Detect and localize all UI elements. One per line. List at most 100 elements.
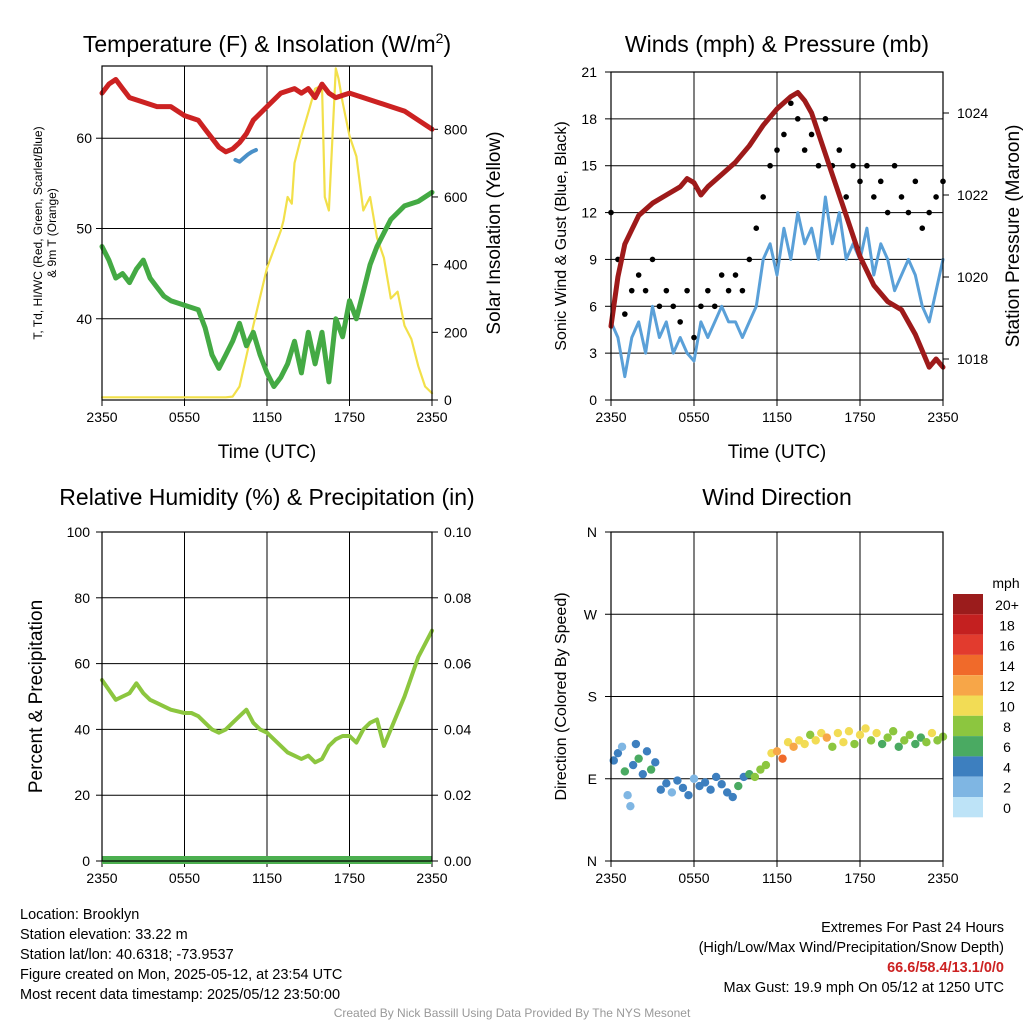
gust-point	[642, 287, 649, 294]
dewpoint-line	[99, 189, 435, 389]
colorbar-swatch	[953, 756, 983, 777]
direction-point	[628, 760, 638, 770]
mesonet-figure: 2350 0550 1150 1750 23504050600200400600800T…	[26, 30, 1024, 886]
y-tick-label: 9	[589, 251, 597, 267]
direction-point	[646, 765, 656, 774]
gust-point	[877, 178, 884, 185]
direction-point	[850, 739, 859, 749]
x-tick-label: 1150	[762, 409, 792, 425]
y2-tick-label: 1018	[957, 351, 988, 367]
direction-point	[700, 778, 710, 787]
gust-point	[649, 256, 656, 263]
gust-point	[912, 178, 919, 185]
gust-point	[801, 147, 808, 153]
direction-point	[689, 774, 699, 783]
extremes-values: 66.6/58.4/13.1/0/0	[887, 960, 1004, 976]
x-tick-label: 2350	[416, 409, 447, 425]
direction-point	[922, 737, 931, 747]
direction-point	[631, 739, 641, 749]
direction-point	[905, 730, 914, 740]
direction-point	[833, 728, 843, 738]
gust-point	[781, 131, 787, 138]
y-tick-label: 18	[581, 111, 597, 127]
y-tick-label: 60	[74, 656, 90, 672]
y-tick-label: 12	[581, 205, 597, 221]
gust-point	[732, 272, 739, 278]
gust-point	[663, 287, 670, 294]
x-tick-label: 0550	[169, 870, 200, 886]
direction-point	[806, 730, 815, 740]
x-tick-label: 2350	[927, 409, 958, 425]
colorbar-unit: mph	[992, 575, 1019, 591]
direction-point	[927, 728, 937, 738]
direction-point	[673, 776, 682, 785]
direction-point	[828, 742, 837, 751]
y2-tick-label: 0.00	[444, 853, 471, 869]
direction-point	[756, 765, 765, 774]
chart-title: Relative Humidity (%) & Precipitation (i…	[59, 484, 474, 510]
direction-point	[678, 783, 688, 793]
gust-point	[725, 287, 732, 294]
direction-point	[667, 788, 677, 797]
direction-point	[723, 788, 732, 797]
colorbar-swatch	[953, 675, 983, 696]
x-tick-label: 0550	[678, 870, 709, 886]
x-tick-label: 1150	[252, 409, 282, 425]
direction-point	[894, 742, 903, 751]
chart-title: Wind Direction	[702, 484, 852, 510]
direction-point	[617, 742, 627, 751]
gust-point	[656, 303, 663, 310]
gust-point	[718, 272, 725, 278]
x-tick-label: 1750	[334, 409, 365, 425]
y2-axis-label: Station Pressure (Maroon)	[1003, 125, 1024, 348]
colorbar-swatch	[953, 634, 983, 655]
wind-line	[609, 195, 945, 379]
direction-point	[728, 792, 737, 802]
y2-tick-label: 1022	[957, 187, 988, 203]
plot-frame	[101, 65, 433, 401]
direction-point	[626, 801, 635, 811]
gust-point	[684, 287, 690, 294]
plot-frame	[610, 531, 944, 862]
extremes-title: Extremes For Past 24 Hours	[821, 920, 1004, 936]
direction-point	[872, 728, 881, 738]
direction-point	[623, 791, 632, 800]
x-tick-label: 1150	[252, 870, 282, 886]
y2-axis-label: Solar Insolation (Yellow)	[484, 131, 505, 334]
y-tick-label: 21	[581, 64, 597, 80]
x-tick-label: 2350	[86, 409, 117, 425]
gust-point	[898, 194, 905, 200]
y2-tick-label: 400	[444, 257, 468, 273]
direction-point	[778, 754, 787, 763]
pressure-line	[608, 90, 946, 370]
y-axis-label: Sonic Wind & Gust (Blue, Black)	[553, 121, 570, 350]
y-axis-label: T, Td, HI/WC (Red, Green, Scarlet/Blue)&…	[31, 126, 59, 339]
direction-point	[684, 791, 693, 800]
colorbar-swatch	[953, 715, 983, 737]
y-tick-label: 60	[76, 130, 92, 146]
y2-tick-label: 0	[444, 392, 452, 408]
created-text: Figure created on Mon, 2025-05-12, at 23…	[20, 967, 343, 983]
y2-tick-label: 600	[444, 189, 468, 205]
insolation-line	[100, 67, 434, 399]
y-axis-label: Direction (Colored By Speed)	[553, 592, 570, 800]
colorbar-label: 16	[999, 638, 1015, 654]
direction-point	[817, 728, 826, 738]
gust-point	[836, 147, 843, 153]
direction-point	[638, 769, 648, 779]
y-tick-label: 50	[76, 220, 92, 236]
gust-point	[864, 162, 870, 169]
colorbar-swatch	[953, 736, 983, 757]
y-tick-label: 80	[74, 590, 90, 606]
gust-point	[843, 194, 849, 200]
max-gust-text: Max Gust: 19.9 mph On 05/12 at 1250 UTC	[723, 980, 1004, 996]
x-tick-label: 1150	[762, 870, 792, 886]
gust-point	[919, 225, 926, 231]
temperature-panel: 2350 0550 1150 1750 23504050600200400600800T…	[31, 30, 505, 463]
gust-point	[711, 303, 718, 310]
gust-point	[822, 116, 829, 122]
y-tick-label: W	[584, 606, 598, 622]
direction-point	[651, 758, 660, 767]
gust-point	[857, 178, 863, 185]
